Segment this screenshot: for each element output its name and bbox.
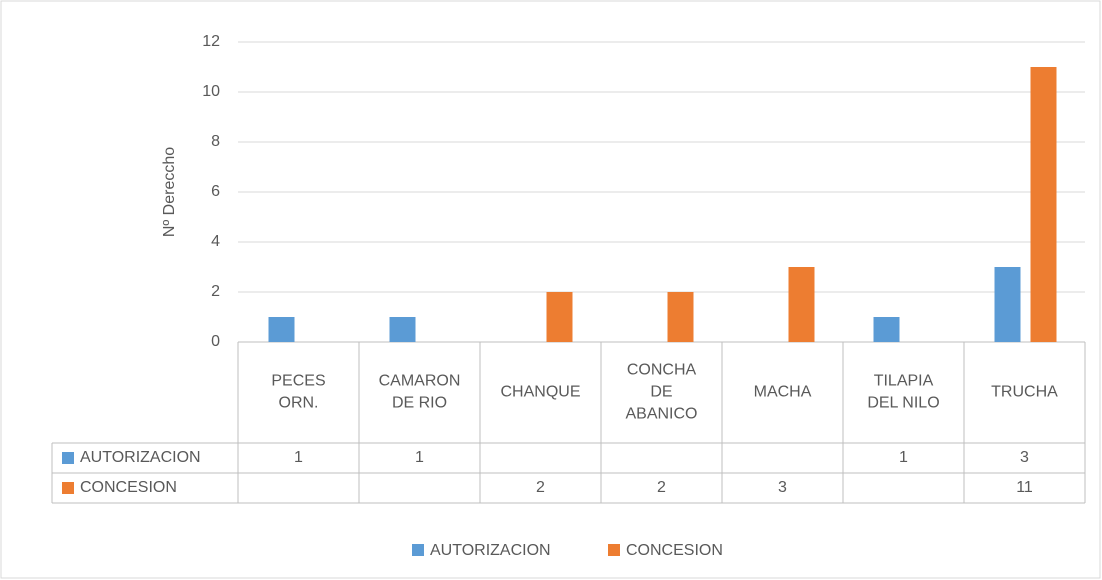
table-value: 2 [657,479,666,496]
x-tick-label-line: DE [650,384,672,401]
y-tick-label: 0 [211,333,220,350]
y-tick-label: 2 [211,283,220,300]
x-tick-label-line: CAMARON [379,373,461,390]
table-value: 1 [415,449,424,466]
x-tick-label: TRUCHA [991,384,1058,401]
x-tick-label-line: TILAPIA [874,373,934,390]
x-tick-label: PECES ORN. [271,373,325,412]
table-value: 11 [1016,479,1033,496]
legend-key [608,544,620,556]
x-tick-label: MACHA [754,384,812,401]
table-legend-key [62,482,74,494]
bar [389,317,416,342]
x-tick-label-line: DEL NILO [867,395,939,412]
x-tick-label: TILAPIA DEL NILO [867,373,939,412]
x-tick-label: CHANQUE [500,384,580,401]
bar [546,292,573,342]
legend-label: CONCESION [626,542,723,559]
legend-label: AUTORIZACION [430,542,551,559]
table-value: 3 [1020,449,1029,466]
y-tick-label: 6 [211,183,220,200]
table-value: 1 [294,449,303,466]
y-axis-label: Nº Dereccho [161,147,178,237]
y-tick-label: 4 [211,233,220,250]
x-tick-label-line: ORN. [279,395,319,412]
bar [1030,67,1057,342]
bar [873,317,900,342]
table-value: 3 [778,479,787,496]
x-tick-label-line: CHANQUE [500,384,580,401]
bar [268,317,295,342]
bar [788,267,815,342]
table-legend-key [62,452,74,464]
x-tick-label: CONCHA DE ABANICO [625,362,697,423]
y-tick-label: 10 [202,83,220,100]
y-tick-label: 12 [202,33,220,50]
x-tick-label-line: DE RIO [392,395,447,412]
x-tick-label: CAMARON DE RIO [379,373,461,412]
legend-key [412,544,424,556]
bar [667,292,694,342]
x-tick-label-line: PECES [271,373,325,390]
table-value: 1 [899,449,908,466]
x-tick-label-line: TRUCHA [991,384,1058,401]
x-tick-label-line: MACHA [754,384,812,401]
y-tick-label: 8 [211,133,220,150]
table-row-label: CONCESION [80,479,177,496]
table-row-label: AUTORIZACION [80,449,201,466]
table-value: 2 [536,479,545,496]
x-tick-label-line: ABANICO [625,406,697,423]
x-tick-label-line: CONCHA [627,362,697,379]
bar [994,267,1021,342]
